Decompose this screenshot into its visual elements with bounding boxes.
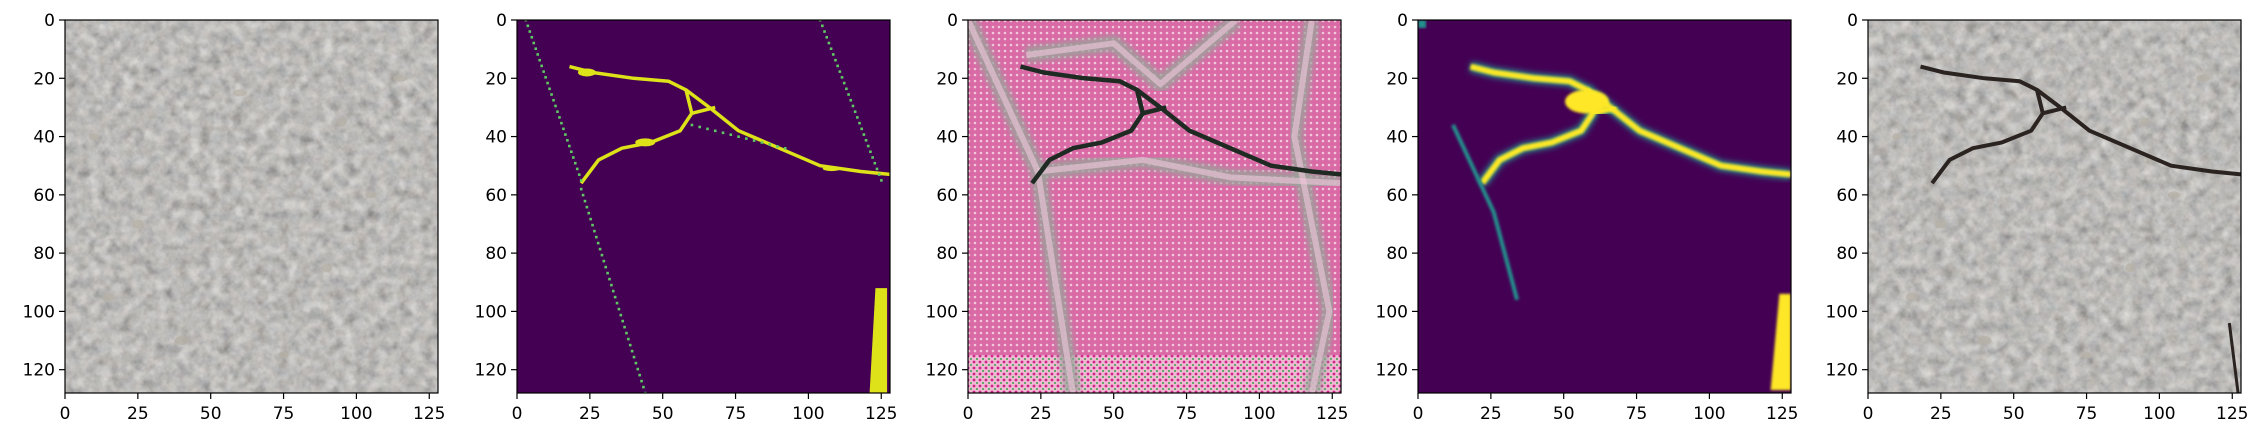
y-tick-label: 40 [485, 128, 507, 148]
y-tick-label: 0 [44, 11, 55, 31]
x-tick-label: 100 [1693, 404, 1725, 424]
x-tick-label: 0 [60, 404, 71, 424]
y-tick-label: 120 [1826, 361, 1858, 381]
y-tick-label: 100 [1376, 302, 1408, 322]
x-tick-label: 100 [2143, 404, 2175, 424]
x-tick-label: 0 [1413, 404, 1424, 424]
x-tick-label: 75 [725, 404, 747, 424]
x-tick-label: 25 [1480, 404, 1502, 424]
y-tick-label: 80 [1386, 244, 1408, 264]
y-tick-label: 120 [475, 361, 507, 381]
asphalt-texture-image [65, 20, 438, 393]
x-tick-label: 100 [1243, 404, 1275, 424]
overlay-image [1868, 20, 2241, 393]
x-tick-label: 125 [1316, 404, 1348, 424]
y-tick-label: 40 [33, 128, 55, 148]
x-tick-label: 0 [512, 404, 523, 424]
y-tick-label: 40 [936, 128, 958, 148]
x-tick-label: 25 [1930, 404, 1952, 424]
x-tick-label: 75 [1626, 404, 1648, 424]
y-tick-label: 120 [926, 361, 958, 381]
y-tick-label: 100 [1826, 302, 1858, 322]
y-tick-label: 20 [33, 69, 55, 89]
x-tick-label: 0 [1863, 404, 1874, 424]
panel-frame [516, 19, 891, 394]
binary-mask-image [517, 20, 890, 393]
x-tick-label: 50 [1553, 404, 1575, 424]
y-tick-label: 80 [33, 244, 55, 264]
y-tick-label: 120 [1376, 361, 1408, 381]
y-tick-label: 0 [496, 11, 507, 31]
y-tick-label: 20 [1386, 69, 1408, 89]
y-tick-label: 0 [1847, 11, 1858, 31]
probability-map-image [1418, 20, 1791, 393]
y-tick-label: 60 [33, 186, 55, 206]
x-tick-label: 25 [1030, 404, 1052, 424]
y-tick-label: 100 [926, 302, 958, 322]
x-tick-label: 125 [1766, 404, 1798, 424]
panel-3-crack-reconstruction: 0 25 50 75 100 125 0 20 40 60 80 100 120 [926, 11, 1349, 424]
y-tick-label: 60 [1386, 186, 1408, 206]
y-tick-label: 60 [485, 186, 507, 206]
panel-1-pavement-photo: 0 25 50 75 100 125 0 20 40 60 80 100 120 [23, 11, 446, 424]
panel-2-crack-mask-binary: 0 25 50 75 100 125 0 20 40 60 80 100 120 [475, 11, 898, 424]
y-tick-label: 20 [936, 69, 958, 89]
panel-frame [1867, 19, 2242, 394]
panel-frame [1417, 19, 1792, 394]
x-tick-label: 50 [2003, 404, 2025, 424]
x-tick-label: 125 [865, 404, 897, 424]
y-tick-label: 0 [947, 11, 958, 31]
panel-frame [967, 19, 1342, 394]
y-tick-label: 60 [936, 186, 958, 206]
x-tick-label: 125 [413, 404, 445, 424]
y-tick-label: 100 [23, 302, 55, 322]
x-tick-label: 25 [127, 404, 149, 424]
y-tick-label: 60 [1836, 186, 1858, 206]
y-tick-label: 40 [1386, 128, 1408, 148]
y-tick-label: 80 [1836, 244, 1858, 264]
x-tick-label: 100 [792, 404, 824, 424]
x-tick-label: 50 [1103, 404, 1125, 424]
x-tick-label: 75 [273, 404, 295, 424]
y-tick-label: 80 [936, 244, 958, 264]
x-tick-label: 75 [1176, 404, 1198, 424]
x-tick-label: 125 [2216, 404, 2248, 424]
panel-4-crack-probability-map: 0 25 50 75 100 125 0 20 40 60 80 100 120 [1376, 11, 1799, 424]
y-tick-label: 40 [1836, 128, 1858, 148]
x-tick-label: 50 [200, 404, 222, 424]
y-tick-label: 20 [485, 69, 507, 89]
y-tick-label: 80 [485, 244, 507, 264]
x-tick-label: 50 [652, 404, 674, 424]
x-tick-label: 75 [2076, 404, 2098, 424]
panel-5-pavement-overlay: 0 25 50 75 100 125 0 20 40 60 80 100 120 [1826, 11, 2249, 424]
y-tick-label: 100 [475, 302, 507, 322]
x-tick-label: 0 [963, 404, 974, 424]
y-tick-label: 20 [1836, 69, 1858, 89]
x-tick-label: 25 [579, 404, 601, 424]
x-tick-label: 100 [340, 404, 372, 424]
pink-reconstruction-image [968, 20, 1341, 393]
y-tick-label: 120 [23, 361, 55, 381]
y-tick-label: 0 [1397, 11, 1408, 31]
panel-frame [64, 19, 439, 394]
